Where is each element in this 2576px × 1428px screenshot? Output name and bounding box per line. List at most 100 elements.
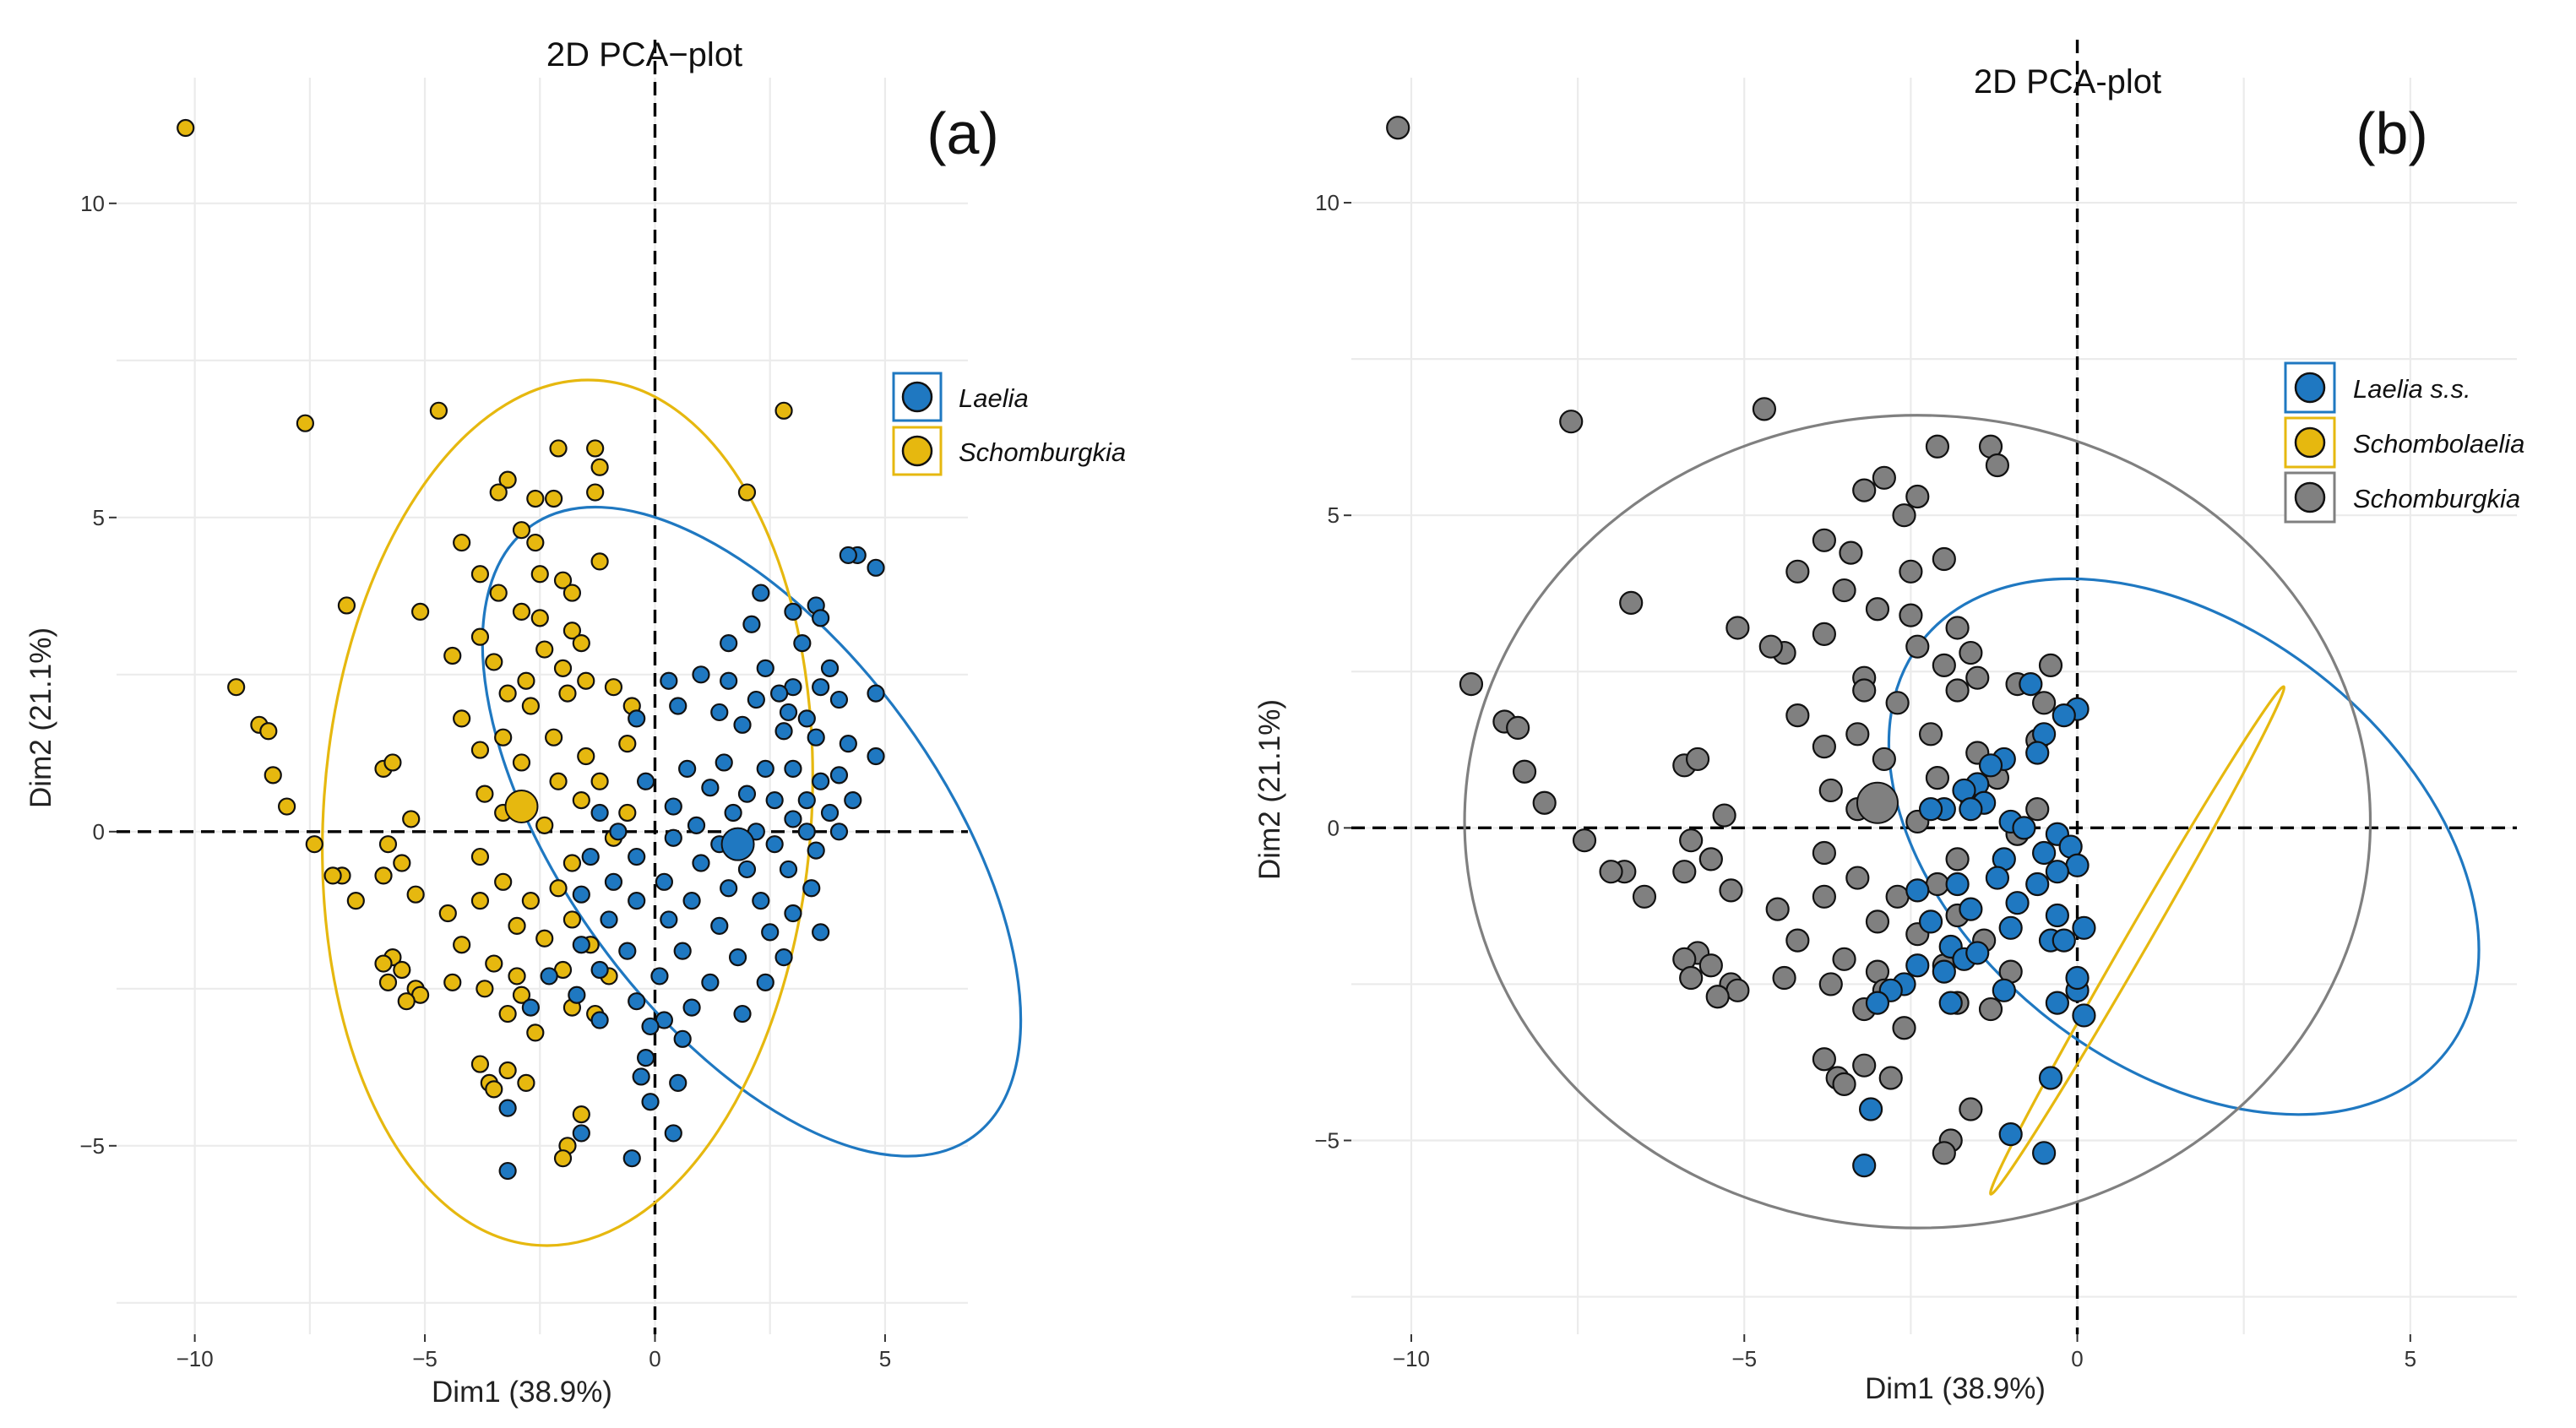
panel-a-point-laelia bbox=[758, 761, 774, 777]
panel-a-point-laelia bbox=[702, 779, 718, 795]
panel-a-point-schomburgkia bbox=[412, 604, 428, 620]
panel-a-point-laelia bbox=[573, 937, 590, 953]
panel-a-point-laelia bbox=[643, 1094, 659, 1110]
panel-a-point-schomburgkia bbox=[514, 604, 530, 620]
panel-a-point-laelia bbox=[803, 880, 819, 896]
panel-a-point-laelia bbox=[739, 861, 755, 877]
panel-a-legend-label-laelia: Laelia bbox=[959, 383, 1029, 413]
panel-b-point-schomburgkia bbox=[1720, 879, 1742, 901]
panel-b-point-schomburgkia bbox=[1927, 767, 1948, 789]
panel-a-point-schomburgkia bbox=[564, 585, 580, 601]
panel-a-point-laelia bbox=[716, 754, 732, 770]
panel-a-point-laelia bbox=[868, 686, 884, 702]
panel-a-point-schomburgkia bbox=[546, 491, 562, 507]
panel-a-point-schomburgkia bbox=[325, 867, 341, 883]
panel-b-point-schomburgkia bbox=[1899, 605, 1921, 627]
panel-a-point-schomburgkia bbox=[606, 679, 622, 695]
panel-a-point-schomburgkia bbox=[491, 485, 507, 501]
panel-a-point-schomburgkia bbox=[551, 880, 567, 896]
panel-a-point-laelia bbox=[812, 610, 829, 626]
panel-a-point-schomburgkia bbox=[546, 730, 562, 746]
panel-b-legend-marker-schombolaelia bbox=[2296, 428, 2324, 457]
panel-b-point-laelia-s-s- bbox=[2000, 917, 2022, 939]
panel-a-point-laelia bbox=[799, 710, 815, 726]
panel-a-point-laelia bbox=[583, 849, 599, 865]
panel-b-point-schomburgkia bbox=[1986, 454, 2008, 476]
panel-a-point-schomburgkia bbox=[408, 887, 424, 903]
panel-a-point-schomburgkia bbox=[527, 1024, 543, 1040]
panel-a-point-laelia bbox=[638, 774, 654, 790]
panel-b-point-schomburgkia bbox=[1959, 1098, 1981, 1120]
panel-b-point-schomburgkia bbox=[1933, 654, 1955, 676]
panel-a-point-schomburgkia bbox=[297, 415, 313, 432]
panel-a-point-laelia bbox=[541, 968, 557, 984]
panel-b-point-schomburgkia bbox=[2040, 654, 2062, 676]
panel-a-point-schomburgkia bbox=[403, 811, 419, 827]
panel-a-point-laelia bbox=[500, 1100, 516, 1116]
panel-b-point-laelia-s-s- bbox=[2000, 1123, 2022, 1145]
panel-a-point-schomburgkia bbox=[265, 767, 281, 783]
panel-a-point-schomburgkia bbox=[472, 849, 488, 865]
panel-a-point-laelia bbox=[702, 975, 718, 991]
panel-a-point-laelia bbox=[720, 880, 736, 896]
panel-a-y-axis-label: Dim2 (21.1%) bbox=[24, 627, 57, 808]
panel-b-point-schomburgkia bbox=[1867, 910, 1889, 932]
panel-b-point-schomburgkia bbox=[1767, 899, 1789, 920]
panel-a-point-schomburgkia bbox=[500, 1006, 516, 1022]
panel-a-point-schomburgkia bbox=[587, 485, 603, 501]
panel-a-point-laelia bbox=[711, 918, 727, 934]
panel-a-point-schomburgkia bbox=[476, 980, 492, 996]
panel-b-point-schomburgkia bbox=[1786, 561, 1808, 583]
panel-a-point-schomburgkia bbox=[527, 491, 543, 507]
panel-b-point-laelia-s-s- bbox=[1947, 873, 1969, 895]
panel-a-point-schomburgkia bbox=[444, 975, 460, 991]
panel-a-point-schomburgkia bbox=[592, 459, 608, 475]
panel-b-point-schomburgkia bbox=[1820, 973, 1842, 995]
panel-b-point-schomburgkia bbox=[1947, 679, 1969, 701]
panel-b-point-schomburgkia bbox=[1673, 861, 1695, 882]
panel-a-point-laelia bbox=[628, 710, 644, 726]
panel-a-point-schomburgkia bbox=[339, 597, 355, 613]
panel-a-point-laelia bbox=[822, 805, 838, 821]
panel-a-point-laelia bbox=[794, 635, 810, 651]
panel-b-point-schomburgkia bbox=[1680, 967, 1702, 989]
panel-a-point-laelia bbox=[776, 949, 792, 965]
panel-a-point-schomburgkia bbox=[454, 535, 470, 551]
panel-b-point-schomburgkia bbox=[1573, 829, 1595, 851]
panel-b-point-schomburgkia bbox=[1846, 723, 1868, 745]
panel-a-point-schomburgkia bbox=[527, 535, 543, 551]
panel-b-point-schomburgkia bbox=[1560, 410, 1582, 432]
panel-b-point-schomburgkia bbox=[1906, 486, 1928, 508]
panel-a-x-tick-label: 5 bbox=[879, 1346, 891, 1371]
panel-b-point-laelia-s-s- bbox=[1959, 798, 1981, 820]
panel-a-point-laelia bbox=[812, 679, 829, 695]
panel-a-point-schomburgkia bbox=[573, 792, 590, 808]
panel-b-point-laelia-s-s- bbox=[1933, 961, 1955, 983]
panel-b-point-schomburgkia bbox=[1853, 480, 1875, 502]
panel-b-centroid-schomburgkia bbox=[1857, 783, 1898, 823]
panel-a-point-schomburgkia bbox=[619, 736, 635, 752]
panel-a-y-tick-label: −5 bbox=[79, 1133, 105, 1159]
panel-a-point-schomburgkia bbox=[514, 522, 530, 538]
panel-a-point-schomburgkia bbox=[454, 937, 470, 953]
panel-a-point-schomburgkia bbox=[394, 962, 410, 978]
panel-a-point-schomburgkia bbox=[476, 786, 492, 802]
panel-b-point-laelia-s-s- bbox=[1906, 954, 1928, 976]
panel-b-legend-label-laelia-ss: Laelia s.s. bbox=[2353, 374, 2471, 404]
panel-b-point-laelia-s-s- bbox=[2046, 904, 2068, 926]
panel-a-point-laelia bbox=[675, 943, 691, 959]
panel-a-point-laelia bbox=[831, 767, 847, 783]
panel-a-point-laelia bbox=[500, 1163, 516, 1179]
panel-a-title: 2D PCA−plot bbox=[546, 36, 742, 73]
panel-a-point-schomburgkia bbox=[532, 566, 548, 582]
panel-b-point-schomburgkia bbox=[1620, 592, 1642, 614]
panel-b-point-laelia-s-s- bbox=[2026, 873, 2048, 895]
panel-a-point-schomburgkia bbox=[486, 956, 502, 972]
panel-a-point-schomburgkia bbox=[514, 754, 530, 770]
panel-a-point-laelia bbox=[675, 1031, 691, 1047]
panel-a-point-laelia bbox=[799, 823, 815, 839]
panel-b-point-schomburgkia bbox=[1867, 598, 1889, 620]
panel-b-point-schomburgkia bbox=[1680, 829, 1702, 851]
panel-a-point-laelia bbox=[619, 943, 635, 959]
panel-b-point-schomburgkia bbox=[1927, 436, 1948, 458]
